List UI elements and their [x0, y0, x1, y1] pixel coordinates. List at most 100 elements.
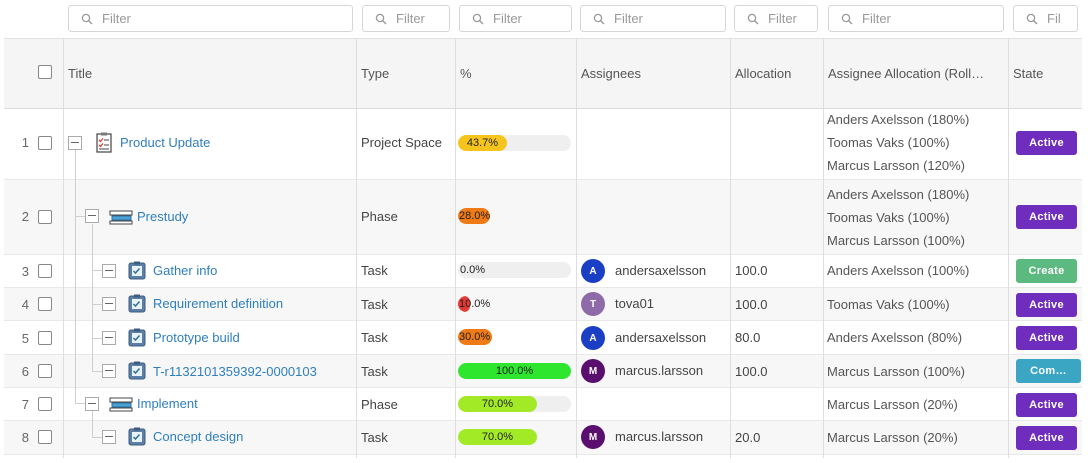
row-title-link[interactable]: Requirement definition: [153, 296, 284, 311]
state-badge[interactable]: Com…: [1016, 359, 1081, 383]
row-number: 2: [21, 209, 29, 224]
row-type: Task: [361, 263, 388, 278]
column-header-state[interactable]: State: [1013, 65, 1044, 81]
table-row[interactable]: [4, 180, 1082, 255]
progress-bar: 10.0%: [458, 296, 571, 312]
row-title-link[interactable]: Prototype build: [153, 330, 240, 345]
row-type: Phase: [361, 397, 398, 412]
assignee-allocation-filter-input[interactable]: Filter: [828, 5, 1004, 32]
assignee-allocation-entry: Marcus Larsson (20%): [827, 430, 958, 445]
progress-fill: [458, 396, 537, 412]
row-title-link[interactable]: Product Update: [120, 135, 211, 150]
table-row[interactable]: [4, 321, 1082, 355]
phase-icon: [109, 210, 133, 225]
row-title-link[interactable]: T-r1132101359392-0000103: [153, 364, 317, 379]
select-all-checkbox[interactable]: [38, 65, 52, 79]
state-badge[interactable]: Active: [1016, 205, 1077, 229]
assignee-allocation-entry: Marcus Larsson (20%): [827, 397, 958, 412]
assignee-allocation-list: Anders Axelsson (180%) Toomas Vaks (100%…: [827, 183, 969, 252]
row-checkbox[interactable]: [38, 364, 52, 378]
collapse-toggle[interactable]: [68, 136, 82, 150]
state-badge[interactable]: Create: [1016, 259, 1077, 283]
allocation-value: 20.0: [735, 430, 761, 445]
assignee-allocation-entry: Marcus Larsson (120%): [827, 158, 965, 173]
project-space-icon: [96, 132, 112, 153]
table-row[interactable]: [4, 288, 1082, 321]
progress-fill: [458, 135, 507, 151]
table-row[interactable]: [4, 255, 1082, 288]
filter-placeholder: Filter: [102, 11, 131, 26]
progress-fill: [458, 208, 490, 224]
search-icon: [472, 13, 484, 24]
row-title-link[interactable]: Concept design: [153, 429, 244, 444]
collapse-toggle[interactable]: [102, 297, 116, 311]
column-header-percent[interactable]: %: [460, 65, 472, 81]
search-icon: [81, 13, 93, 24]
assignees-filter-input[interactable]: Filter: [580, 5, 726, 32]
state-badge[interactable]: Active: [1016, 393, 1077, 417]
assignee-name[interactable]: marcus.larsson: [615, 363, 704, 378]
column-header-type[interactable]: Type: [361, 65, 390, 81]
table-row[interactable]: [4, 421, 1082, 455]
allocation-value: 100.0: [735, 263, 768, 278]
row-checkbox[interactable]: [38, 397, 52, 411]
filter-placeholder: Filter: [493, 11, 522, 26]
row-number: 3: [21, 264, 29, 279]
state-badge[interactable]: Active: [1016, 426, 1077, 450]
avatar[interactable]: M: [581, 425, 605, 449]
assignee-allocation-entry: Toomas Vaks (100%): [827, 297, 950, 312]
collapse-toggle[interactable]: [102, 264, 116, 278]
collapse-toggle[interactable]: [102, 430, 116, 444]
row-checkbox[interactable]: [38, 136, 52, 150]
row-checkbox[interactable]: [38, 331, 52, 345]
row-title-link[interactable]: Gather info: [153, 263, 218, 278]
assignee-name[interactable]: tova01: [615, 296, 655, 311]
type-filter-input[interactable]: Filter: [362, 5, 450, 32]
row-checkbox[interactable]: [38, 264, 52, 278]
row-checkbox[interactable]: [38, 297, 52, 311]
column-header-title[interactable]: Title: [68, 65, 93, 81]
allocation-filter-input[interactable]: Filter: [734, 5, 818, 32]
row-checkbox[interactable]: [38, 430, 52, 444]
assignee-name[interactable]: andersaxelsson: [615, 330, 707, 345]
search-icon: [375, 13, 387, 24]
title-filter-input[interactable]: Filter: [68, 5, 353, 32]
column-header-assignees[interactable]: Assignees: [581, 65, 641, 81]
row-type: Phase: [361, 209, 398, 224]
percent-filter-input[interactable]: Filter: [459, 5, 572, 32]
table-row[interactable]: [4, 388, 1082, 421]
avatar[interactable]: M: [581, 359, 605, 383]
column-header-assignee-allocation[interactable]: Assignee Allocation (Roll…: [828, 65, 985, 81]
collapse-toggle[interactable]: [85, 397, 99, 411]
avatar[interactable]: A: [581, 259, 605, 283]
avatar[interactable]: T: [581, 292, 605, 316]
assignee-name[interactable]: andersaxelsson: [615, 263, 707, 278]
row-type: Task: [361, 430, 388, 445]
progress-fill: [458, 296, 470, 312]
state-badge[interactable]: Active: [1016, 293, 1077, 317]
collapse-toggle[interactable]: [85, 209, 99, 223]
progress-text: 28.0%: [459, 210, 491, 222]
progress-bar: 43.7%: [458, 135, 571, 151]
progress-bar: 0.0%: [458, 262, 571, 278]
progress-text: 70.0%: [481, 398, 514, 410]
row-title-link[interactable]: Implement: [137, 396, 198, 411]
row-checkbox[interactable]: [38, 210, 52, 224]
progress-bar: 70.0%: [458, 429, 571, 445]
state-badge[interactable]: Active: [1016, 131, 1077, 155]
progress-text: 0.0%: [460, 264, 486, 276]
state-badge[interactable]: Active: [1016, 326, 1077, 350]
collapse-toggle[interactable]: [102, 364, 116, 378]
row-number: 1: [21, 135, 29, 150]
column-header-allocation[interactable]: Allocation: [735, 65, 792, 81]
task-icon: [128, 427, 146, 446]
assignee-allocation-entry: Anders Axelsson (180%): [827, 112, 970, 127]
state-filter-input[interactable]: Fil: [1013, 5, 1078, 32]
avatar[interactable]: A: [581, 326, 605, 350]
task-icon: [128, 328, 146, 347]
collapse-toggle[interactable]: [102, 331, 116, 345]
table-row[interactable]: [4, 107, 1082, 180]
assignee-name[interactable]: marcus.larsson: [615, 429, 704, 444]
progress-text: 10.0%: [459, 298, 491, 310]
row-title-link[interactable]: Prestudy: [137, 209, 189, 224]
